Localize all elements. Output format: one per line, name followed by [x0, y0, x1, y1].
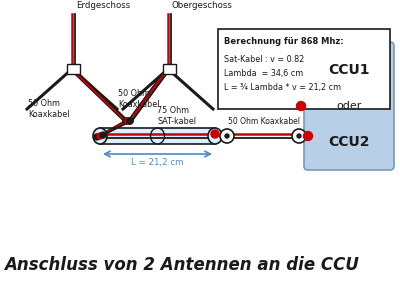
FancyBboxPatch shape [304, 42, 394, 170]
Text: Lambda  = 34,6 cm: Lambda = 34,6 cm [224, 69, 303, 78]
Bar [218, 29, 390, 109]
Circle shape [304, 131, 312, 141]
Text: CCU1: CCU1 [328, 63, 370, 77]
Text: L = ¾ Lambda * v = 21,2 cm: L = ¾ Lambda * v = 21,2 cm [224, 83, 341, 92]
Circle shape [125, 118, 131, 124]
Circle shape [292, 129, 306, 143]
Circle shape [94, 134, 100, 140]
Circle shape [225, 134, 229, 138]
Bar [163, 64, 176, 74]
Text: CCU2: CCU2 [328, 135, 370, 149]
Bar [100, 128, 215, 144]
Ellipse shape [208, 128, 222, 144]
Circle shape [220, 129, 234, 143]
Text: Anschluss von 2 Antennen an die CCU: Anschluss von 2 Antennen an die CCU [4, 256, 359, 274]
Text: HM-Antenne
Erdgeschoss: HM-Antenne Erdgeschoss [76, 0, 130, 10]
Circle shape [297, 134, 301, 138]
Ellipse shape [93, 128, 107, 144]
Circle shape [296, 101, 306, 110]
Text: 50 Ohm
Koaxkabel: 50 Ohm Koaxkabel [28, 99, 70, 119]
Bar [100, 128, 215, 144]
Circle shape [127, 118, 133, 124]
Text: Sat-Kabel : v = 0.82: Sat-Kabel : v = 0.82 [224, 55, 304, 64]
Text: HM-Antenne
Obergeschoss: HM-Antenne Obergeschoss [172, 0, 233, 10]
Circle shape [211, 130, 219, 138]
Text: 75 Ohm
SAT-kabel: 75 Ohm SAT-kabel [157, 106, 196, 126]
Bar [67, 64, 80, 74]
Circle shape [123, 118, 129, 124]
Text: Berechnung für 868 Mhz:: Berechnung für 868 Mhz: [224, 37, 344, 46]
Text: 50 Ohm Koaxkabel: 50 Ohm Koaxkabel [228, 118, 300, 126]
Text: oder: oder [336, 101, 362, 111]
Circle shape [97, 133, 103, 139]
Text: 50 Ohm
Koaxkabel: 50 Ohm Koaxkabel [118, 89, 160, 109]
Circle shape [100, 132, 106, 138]
Text: L = 21,2 cm: L = 21,2 cm [131, 158, 184, 167]
